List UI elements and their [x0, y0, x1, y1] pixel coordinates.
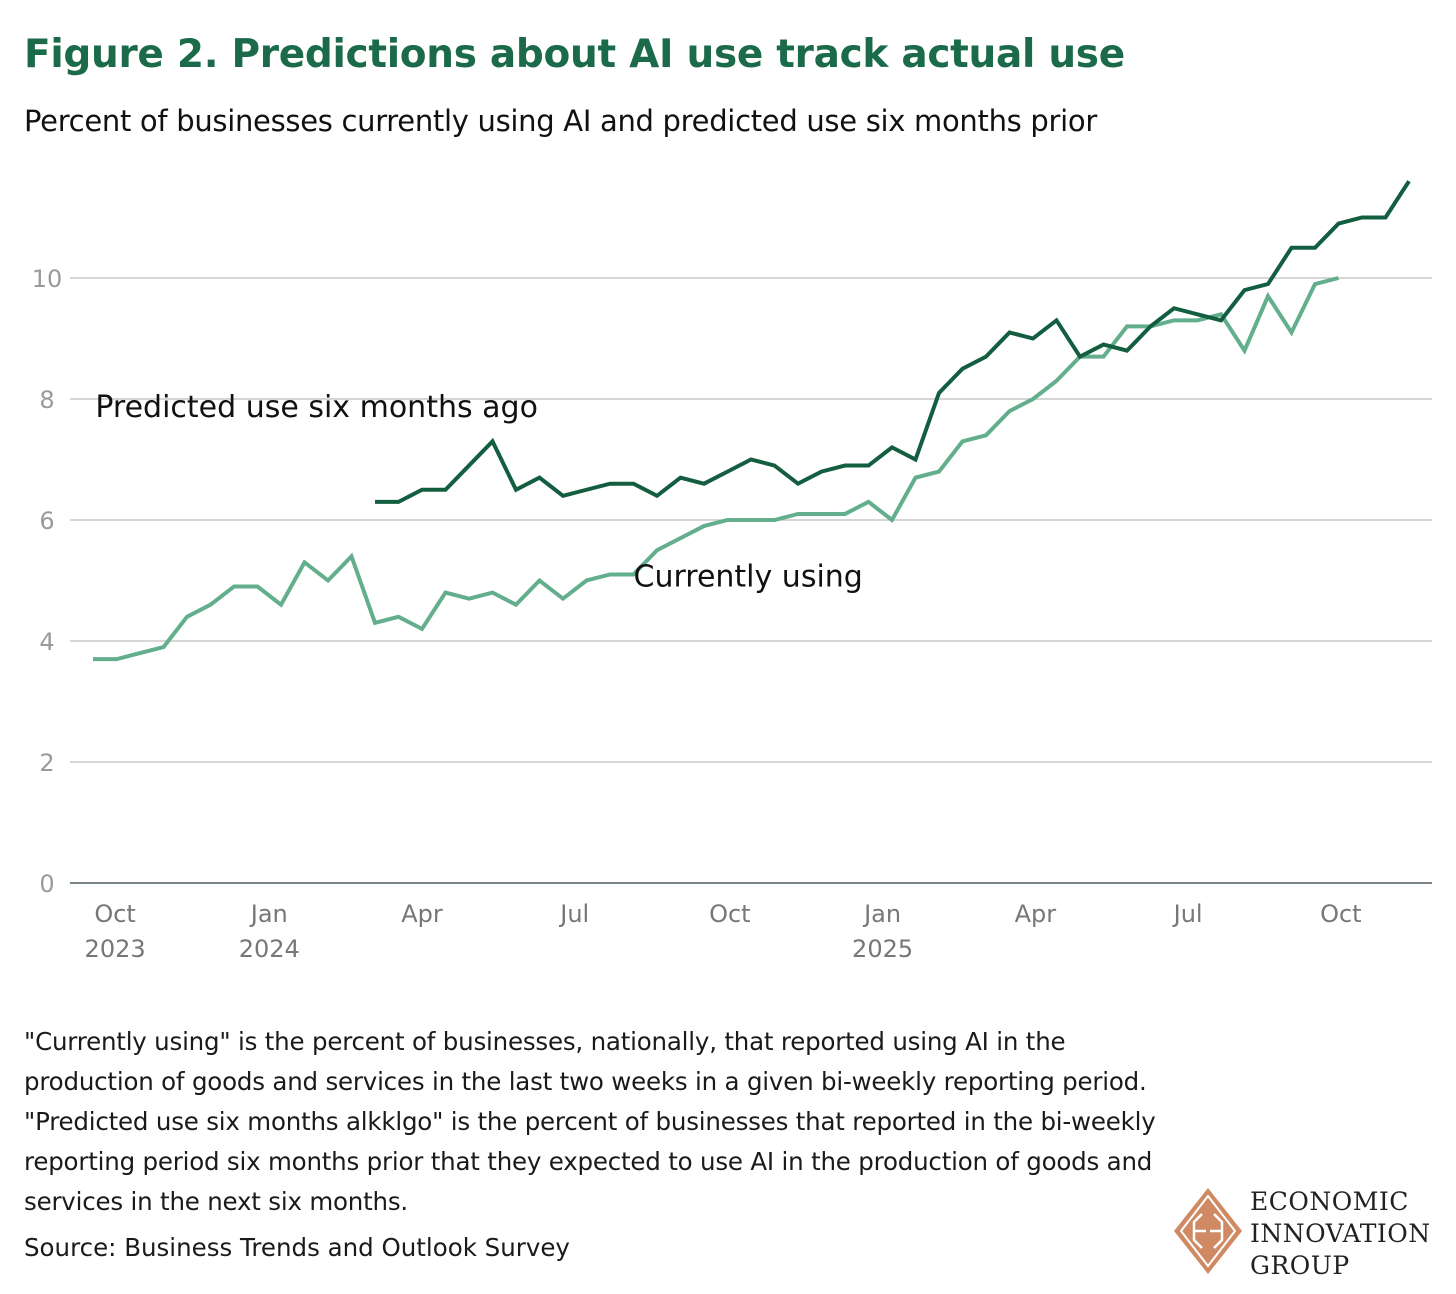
- series-label: Predicted use six months ago: [95, 390, 538, 425]
- x-tick-label: Oct: [1320, 900, 1362, 928]
- x-tick-label: Jan: [862, 900, 901, 928]
- logo-line-1: ECONOMIC: [1250, 1187, 1409, 1216]
- chart-subtitle: Percent of businesses currently using AI…: [24, 104, 1097, 138]
- x-tick-label: Oct: [709, 900, 751, 928]
- series-line-predicted-use: [375, 180, 1411, 504]
- line-chart: 0 2 4 6 8 10 Oct 2023 Jan 2024 Apr Jul Oct Jan 2025 Apr…: [32, 180, 1432, 963]
- x-tick-year-label: 2025: [852, 935, 913, 963]
- source-note: Source: Business Trends and Outlook Surv…: [24, 1233, 570, 1262]
- x-tick-year-label: 2024: [239, 935, 300, 963]
- diamond-logo-icon: [1174, 1188, 1242, 1274]
- logo-line-2: INNOVATION: [1250, 1219, 1431, 1248]
- y-tick-label: 4: [39, 628, 54, 656]
- x-tick-label: Apr: [401, 900, 443, 928]
- x-tick-label: Jan: [249, 900, 288, 928]
- y-tick-label: 0: [39, 870, 54, 898]
- x-tick-label: Oct: [94, 900, 136, 928]
- x-tick-year-label: 2023: [85, 935, 146, 963]
- y-tick-label: 8: [39, 386, 54, 414]
- chart-title: Figure 2. Predictions about AI use track…: [24, 32, 1125, 77]
- x-tick-label: Apr: [1015, 900, 1057, 928]
- logo-line-3: GROUP: [1250, 1251, 1350, 1280]
- series-line-currently-using: [93, 276, 1339, 662]
- y-tick-label: 10: [32, 265, 63, 293]
- footnote: "Currently using" is the percent of busi…: [24, 1027, 1156, 1216]
- x-tick-label: Jul: [558, 900, 589, 928]
- y-tick-label: 2: [39, 749, 54, 777]
- eig-logo: ECONOMIC INNOVATION GROUP: [1172, 1186, 1452, 1280]
- y-tick-label: 6: [39, 507, 54, 535]
- x-tick-label: Jul: [1172, 900, 1203, 928]
- series-label: Currently using: [634, 560, 863, 595]
